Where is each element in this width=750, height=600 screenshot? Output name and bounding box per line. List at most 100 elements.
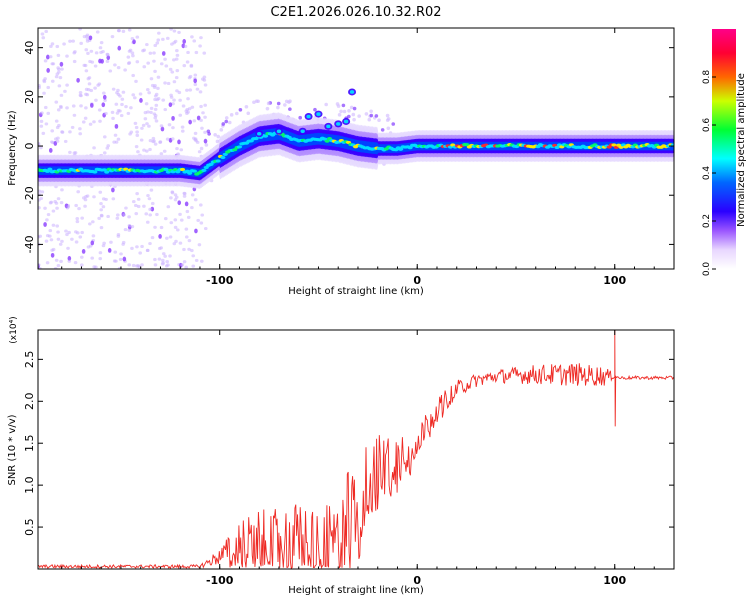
spectrogram-noise-cell xyxy=(135,35,140,39)
spectrogram-branch-cell xyxy=(326,124,331,129)
spectrogram-noise-cell xyxy=(59,201,64,205)
spectrogram-noise-cell xyxy=(196,218,201,223)
spectrogram-noise-cell xyxy=(119,252,123,256)
spectrogram-noise-cell xyxy=(138,251,142,255)
spectrogram-noise-cell xyxy=(86,88,91,92)
spectrogram-noise-cell xyxy=(193,73,198,77)
spectrogram-noise-cell xyxy=(67,230,71,235)
spectrogram-noise-cell xyxy=(140,126,144,130)
spectrogram-noise-cell xyxy=(108,69,113,73)
spectrogram-branch-cell xyxy=(349,90,355,94)
spectrogram-core-cell xyxy=(220,155,226,160)
spectrogram-axes: -100 0 100 -40 -20 0 20 40 xyxy=(23,28,675,287)
spectrogram-branch-cell xyxy=(336,122,341,126)
spectrogram-noise-cell xyxy=(123,68,127,72)
spectrogram-noise-cell xyxy=(174,57,179,61)
spectrogram-noise-cell xyxy=(124,105,128,109)
spectrogram-noise-cell xyxy=(165,36,170,40)
spectrogram-noise-cell xyxy=(170,191,175,195)
spectrogram-noise-cell xyxy=(131,263,136,268)
snr-multiplier: (x10⁴) xyxy=(9,316,19,343)
spectrogram-noise-cell xyxy=(170,137,175,141)
spectrogram-noise-cell xyxy=(188,88,193,92)
spectrogram-noise-cell xyxy=(164,264,169,268)
spectrogram-noise-cell xyxy=(65,83,69,87)
spectrogram-noise-cell xyxy=(369,109,373,114)
spectrogram-noise-cell xyxy=(182,247,186,252)
spectrogram-noise-cell xyxy=(131,54,135,58)
spectrogram-noise-cell xyxy=(70,237,74,241)
spectrogram-noise-cell xyxy=(67,259,72,263)
spectrogram-noise-cell xyxy=(148,147,152,152)
spectrogram-noise-cell xyxy=(63,89,67,93)
spectrogram-noise-cell xyxy=(92,195,96,199)
spectrogram-noise-cell xyxy=(178,241,183,245)
spectrogram-noise-cell xyxy=(153,69,157,73)
spectrogram-noise-cell xyxy=(99,226,104,230)
colorbar-tick-label: 0.2 xyxy=(702,214,712,228)
spectrogram-noise-cell xyxy=(184,227,189,231)
spectrogram-noise-cell xyxy=(126,55,131,59)
spectrogram-noise-cell xyxy=(352,117,356,122)
spectrogram-noise-cell xyxy=(149,188,154,192)
colorbar-tick-label: 0.8 xyxy=(702,70,712,85)
spectrogram-noise-cell xyxy=(369,113,374,118)
spectrogram-noise-cell xyxy=(50,252,55,258)
spectrogram-noise-cell xyxy=(110,34,115,39)
spectrogram-noise-cell xyxy=(136,264,141,268)
snr-frame xyxy=(37,329,675,570)
spectrogram-noise-cell xyxy=(90,102,94,108)
spectrogram-noise-cell xyxy=(134,144,139,149)
spectrogram-noise-cell xyxy=(127,224,132,228)
spectrogram-noise-cell xyxy=(283,103,287,107)
spectrogram-noise-cell xyxy=(70,125,75,130)
spectrogram-noise-cell xyxy=(41,36,46,40)
spectrogram-noise-cell xyxy=(163,57,167,61)
spectrogram-noise-cell xyxy=(186,50,190,55)
spectrogram-noise-cell xyxy=(153,114,158,118)
spectrogram-noise-cell xyxy=(143,117,148,121)
snr-x-tick-label: -100 xyxy=(206,574,234,587)
spectrogram-noise-cell xyxy=(174,195,179,199)
spectrogram-noise-cell xyxy=(127,228,132,232)
spectrogram-noise-cell xyxy=(148,139,153,143)
spectrogram-noise-cell xyxy=(101,50,105,54)
spectrogram-noise-cell xyxy=(203,115,207,119)
spectrogram-noise-cell xyxy=(136,197,141,201)
spectrogram-noise-cell xyxy=(140,244,144,249)
spectrogram-noise-cell xyxy=(166,205,171,209)
spectrogram-noise-cell xyxy=(48,228,53,233)
spectrogram-noise-cell xyxy=(131,73,135,78)
spectrogram-core-cell xyxy=(201,168,207,172)
spectrogram-noise-cell xyxy=(83,116,88,120)
spectrogram-noise-cell xyxy=(221,122,226,126)
spectrogram-noise-cell xyxy=(83,198,88,202)
spectrogram-noise-cell xyxy=(38,84,41,88)
spectrogram-noise-cell xyxy=(134,125,139,130)
spectrogram-noise-cell xyxy=(200,213,205,217)
spectrogram-noise-cell xyxy=(177,139,181,145)
spectrogram-noise-cell xyxy=(55,139,60,143)
spectrogram-noise-cell xyxy=(180,129,185,133)
snr-y-tick-label: 2.0 xyxy=(23,393,36,411)
spectrogram-noise-cell xyxy=(153,107,158,112)
spectrogram-noise-cell xyxy=(195,87,200,91)
spectrogram-noise-cell xyxy=(179,218,184,222)
spectrogram-noise-cell xyxy=(84,92,88,96)
spectrogram-x-label: Height of straight line (km) xyxy=(288,286,424,297)
spectrogram-noise-cell xyxy=(156,38,161,42)
spectrogram-noise-cell xyxy=(136,204,141,209)
spectrogram-noise-cell xyxy=(173,39,178,43)
spectrogram-noise-cell xyxy=(97,108,102,112)
spectrogram-noise-cell xyxy=(39,146,43,150)
spectrogram-noise-cell xyxy=(156,97,161,101)
spectrogram-noise-cell xyxy=(55,206,59,210)
spectrogram-noise-cell xyxy=(157,257,162,261)
spectrogram-noise-cell xyxy=(38,235,41,239)
spectrogram-noise-cell xyxy=(254,99,259,103)
spectrogram-noise-cell xyxy=(105,146,110,150)
spectrogram-noise-cell xyxy=(56,230,60,234)
spectrogram-noise-cell xyxy=(46,212,51,217)
spectrogram-noise-cell xyxy=(131,93,136,97)
spectrogram-noise-cell xyxy=(102,241,106,245)
